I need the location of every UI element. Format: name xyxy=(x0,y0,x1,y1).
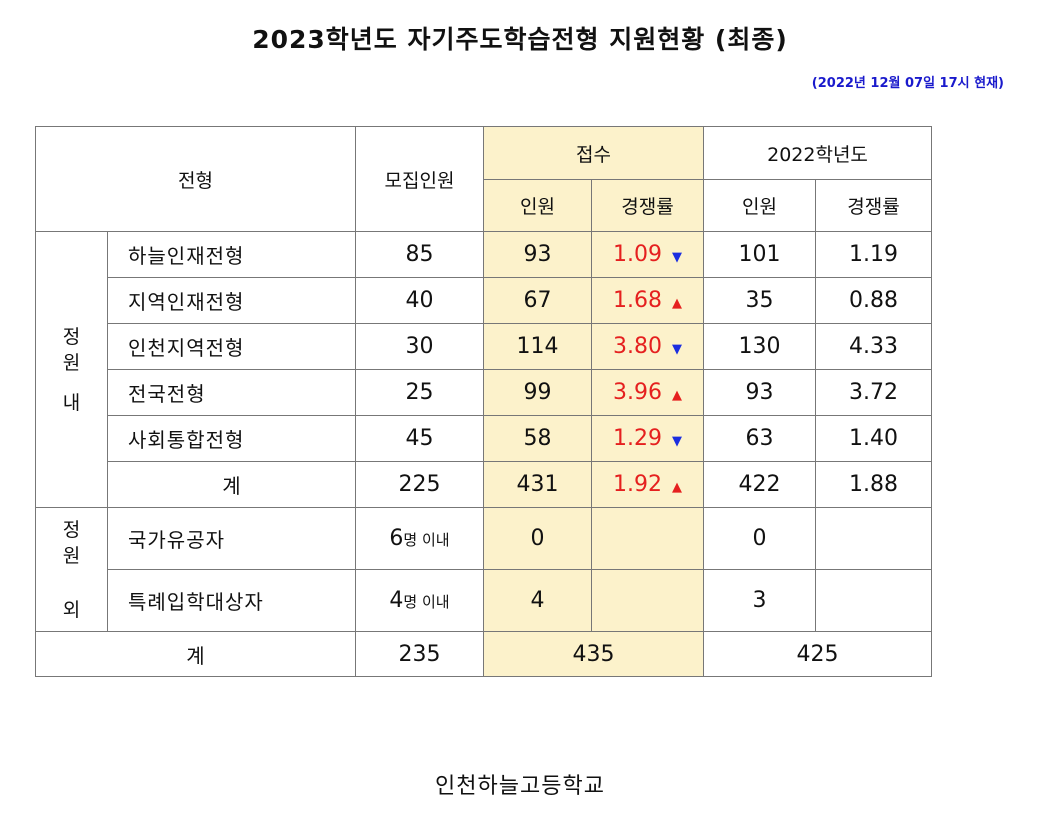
school-name: 인천하늘고등학교 xyxy=(435,774,605,799)
row-prev-count: 101 xyxy=(703,231,816,278)
row-ratio-cell: 3.80 ▼ xyxy=(591,323,704,370)
table-row: 특례입학대상자 4명 이내 4 3 xyxy=(36,569,933,632)
header-row-1: 전형 모집인원 접수 2022학년도 xyxy=(35,126,933,232)
row-prev-ratio: 3.72 xyxy=(814,369,933,416)
subtotal-ratio: 1.92 xyxy=(613,472,662,497)
total-label: 계 xyxy=(35,631,356,677)
row-ratio-cell: 3.96 ▲ xyxy=(591,369,704,416)
row-prev-ratio: 0.88 xyxy=(814,277,933,324)
table-row: 지역인재전형 40 67 1.68 ▲ 35 0.88 xyxy=(36,277,933,324)
group-char: 외 xyxy=(62,598,81,621)
trend-up-icon: ▲ xyxy=(671,296,682,311)
row-count: 58 xyxy=(483,415,592,462)
subtotal-quota: 225 xyxy=(355,461,484,508)
row-name: 사회통합전형 xyxy=(107,415,356,462)
table-row: 사회통합전형 45 58 1.29 ▼ 63 1.40 xyxy=(36,415,933,462)
row-prev-count: 93 xyxy=(703,369,816,416)
row-prev-count: 3 xyxy=(703,569,816,632)
row-prev-ratio-empty xyxy=(814,507,933,570)
page-title: 2023학년도 자기주도학습전형 지원현황 (최종) xyxy=(252,25,788,54)
row-quota-cell: 4명 이내 xyxy=(355,569,484,632)
row-quota: 30 xyxy=(355,323,484,370)
as-of-timestamp: (2022년 12월 07일 17시 현재) xyxy=(811,76,1004,91)
row-name: 특례입학대상자 xyxy=(107,569,356,632)
row-quota: 85 xyxy=(355,231,484,278)
row-count: 93 xyxy=(483,231,592,278)
row-ratio: 3.96 xyxy=(613,380,662,405)
subtotal-ratio-cell: 1.92 ▲ xyxy=(591,461,704,508)
trend-down-icon: ▼ xyxy=(671,250,682,265)
table-row: 전국전형 25 99 3.96 ▲ 93 3.72 xyxy=(36,369,933,416)
row-quota-number: 6 xyxy=(389,526,404,551)
row-prev-count: 0 xyxy=(703,507,816,570)
row-name: 지역인재전형 xyxy=(107,277,356,324)
row-prev-count: 35 xyxy=(703,277,816,324)
subtotal-row: 계 225 431 1.92 ▲ 422 1.88 xyxy=(36,461,933,508)
subtotal-count: 431 xyxy=(483,461,592,508)
row-name: 전국전형 xyxy=(107,369,356,416)
row-prev-ratio: 1.19 xyxy=(814,231,933,278)
row-name: 인천지역전형 xyxy=(107,323,356,370)
row-prev-count: 63 xyxy=(703,415,816,462)
row-quota-number: 4 xyxy=(389,588,404,613)
row-ratio: 3.80 xyxy=(613,334,662,359)
row-count: 67 xyxy=(483,277,592,324)
subtotal-prev-ratio: 1.88 xyxy=(814,461,933,508)
header-type: 전형 xyxy=(35,126,356,232)
subtotal-label: 계 xyxy=(107,461,356,508)
subtotal-prev-count: 422 xyxy=(703,461,816,508)
row-ratio-cell: 1.29 ▼ xyxy=(591,415,704,462)
row-quota-unit: 명 이내 xyxy=(403,531,450,549)
group-char: 원 xyxy=(62,351,81,374)
row-ratio: 1.68 xyxy=(613,288,662,313)
group-char: 정 xyxy=(62,325,81,348)
row-ratio: 1.09 xyxy=(613,242,662,267)
row-prev-count: 130 xyxy=(703,323,816,370)
header-prev-count: 인원 xyxy=(703,179,816,232)
group-label-in-quota: 정 원 내 xyxy=(35,231,108,508)
trend-down-icon: ▼ xyxy=(671,342,682,357)
group-label-out-quota: 정 원 외 xyxy=(35,507,108,632)
row-quota: 40 xyxy=(355,277,484,324)
row-quota: 25 xyxy=(355,369,484,416)
group-char: 내 xyxy=(62,391,81,414)
row-count: 0 xyxy=(483,507,592,570)
header-received-count: 인원 xyxy=(483,179,592,232)
header-received: 접수 xyxy=(483,126,704,180)
total-count: 435 xyxy=(483,631,704,677)
applications-table: 전형 모집인원 접수 2022학년도 인원 경쟁률 인원 경쟁률 정 원 내 하… xyxy=(35,126,933,677)
row-prev-ratio: 4.33 xyxy=(814,323,933,370)
row-quota-cell: 6명 이내 xyxy=(355,507,484,570)
total-row: 계 235 435 425 xyxy=(35,631,933,677)
total-prev-count: 425 xyxy=(702,631,933,677)
table-row: 정 원 외 국가유공자 6명 이내 0 0 xyxy=(35,507,933,632)
group-char: 원 xyxy=(62,544,81,567)
row-prev-ratio-empty xyxy=(814,569,933,632)
row-ratio: 1.29 xyxy=(613,426,662,451)
row-name: 하늘인재전형 xyxy=(107,231,356,278)
row-ratio-empty xyxy=(591,569,704,632)
table-row: 인천지역전형 30 114 3.80 ▼ 130 4.33 xyxy=(36,323,933,370)
header-prev-ratio: 경쟁률 xyxy=(814,179,933,232)
row-ratio-empty xyxy=(591,507,704,570)
row-count: 114 xyxy=(483,323,592,370)
trend-up-icon: ▲ xyxy=(671,388,682,403)
trend-up-icon: ▲ xyxy=(671,480,682,495)
row-prev-ratio: 1.40 xyxy=(814,415,933,462)
table-row: 정 원 내 하늘인재전형 85 93 1.09 ▼ 101 1.19 xyxy=(35,231,933,508)
row-ratio-cell: 1.68 ▲ xyxy=(591,277,704,324)
header-quota: 모집인원 xyxy=(355,126,484,232)
row-quota: 45 xyxy=(355,415,484,462)
trend-down-icon: ▼ xyxy=(671,434,682,449)
group-char: 정 xyxy=(62,518,81,541)
header-received-ratio: 경쟁률 xyxy=(591,179,704,232)
row-ratio-cell: 1.09 ▼ xyxy=(591,231,704,278)
total-quota: 235 xyxy=(355,631,484,677)
row-name: 국가유공자 xyxy=(107,507,356,570)
header-prev-year: 2022학년도 xyxy=(702,126,933,180)
row-count: 99 xyxy=(483,369,592,416)
row-count: 4 xyxy=(483,569,592,632)
row-quota-unit: 명 이내 xyxy=(403,593,450,611)
header-row-2: 인원 경쟁률 인원 경쟁률 xyxy=(36,179,933,232)
